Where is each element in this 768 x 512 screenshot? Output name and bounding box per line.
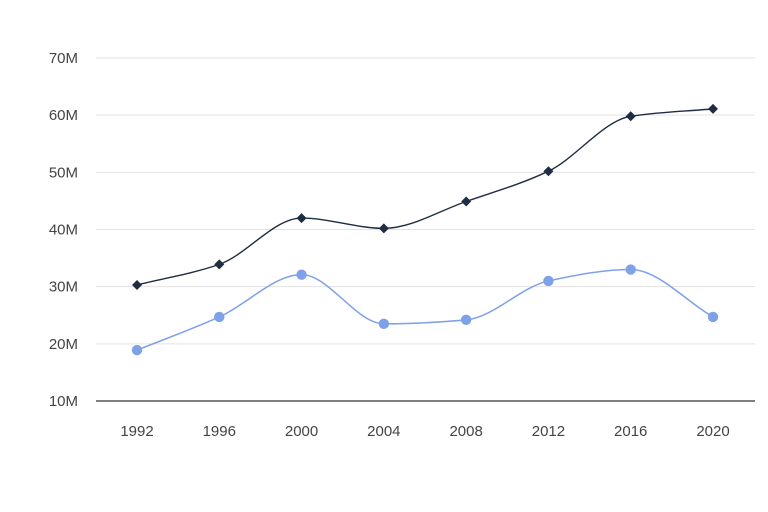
data-point-marker [296,213,307,224]
gridlines [96,57,755,345]
data-point-marker [625,264,636,275]
x-tick-label: 1992 [120,423,153,440]
x-tick-label: 2000 [285,423,318,440]
y-tick-label: 50M [49,164,78,181]
data-point-marker [214,311,225,323]
x-tick-label: 2004 [367,423,400,440]
data-point-marker [543,166,554,177]
series-2 [131,264,719,356]
data-point-marker [461,196,472,207]
y-tick-label: 40M [49,222,78,239]
x-axis-tick-labels: 1992 1996 2000 2004 2008 2012 2016 2020 [120,423,729,440]
x-tick-label: 2012 [532,423,565,440]
series-line [136,108,714,286]
x-tick-label: 2016 [614,423,647,440]
data-point-marker [543,275,554,287]
data-point-marker [707,311,719,323]
data-point-marker [625,111,636,122]
data-point-marker [296,269,307,280]
x-tick-label: 1996 [203,423,236,440]
data-point-marker [378,223,389,234]
data-point-marker [460,314,472,326]
y-tick-label: 10M [49,393,78,410]
x-tick-label: 2020 [696,423,729,440]
data-point-marker [132,279,142,290]
series-line [136,268,714,351]
y-tick-label: 20M [49,336,78,353]
data-point-marker [378,318,390,330]
x-tick-label: 2008 [449,423,482,440]
data-point-marker [214,259,225,270]
y-tick-label: 30M [49,279,78,296]
data-point-marker [131,344,143,356]
y-tick-label: 70M [49,50,78,67]
series-group [131,103,719,356]
data-point-marker [708,103,718,114]
y-tick-label: 60M [49,107,78,124]
series-1 [132,103,718,290]
y-axis-tick-labels: 10M 20M 30M 40M 50M 60M 70M [49,50,78,410]
